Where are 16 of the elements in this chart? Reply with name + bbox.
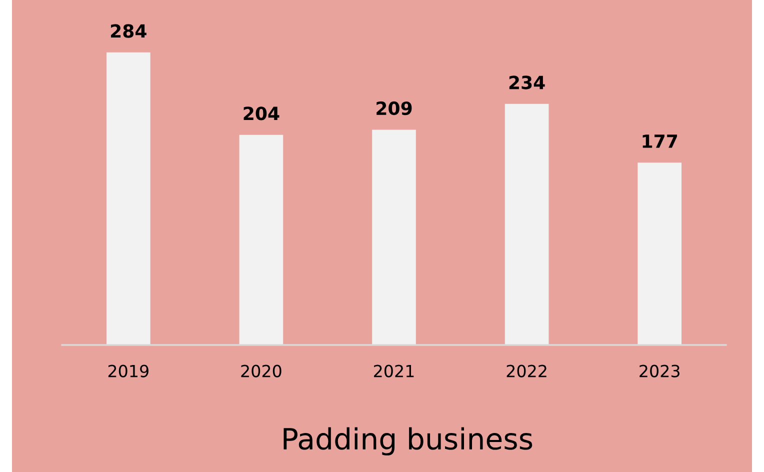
- data-label: 204: [244, 106, 280, 120]
- x-tick-label: 2022: [506, 364, 546, 378]
- bar: [239, 134, 284, 345]
- bar: [504, 104, 549, 345]
- data-label: 234: [509, 76, 545, 90]
- bar: [638, 162, 682, 345]
- x-tick-label: 2019: [108, 364, 148, 378]
- data-label: 284: [110, 24, 146, 38]
- bar: [372, 130, 416, 345]
- data-label: 177: [642, 134, 678, 148]
- bar: [106, 52, 150, 345]
- x-tick-label: 2023: [640, 364, 680, 378]
- text: Padding business: [284, 427, 532, 456]
- data-label: 209: [376, 101, 412, 116]
- x-tick-label: 2021: [374, 364, 414, 378]
- x-tick-label: 2020: [241, 364, 282, 378]
